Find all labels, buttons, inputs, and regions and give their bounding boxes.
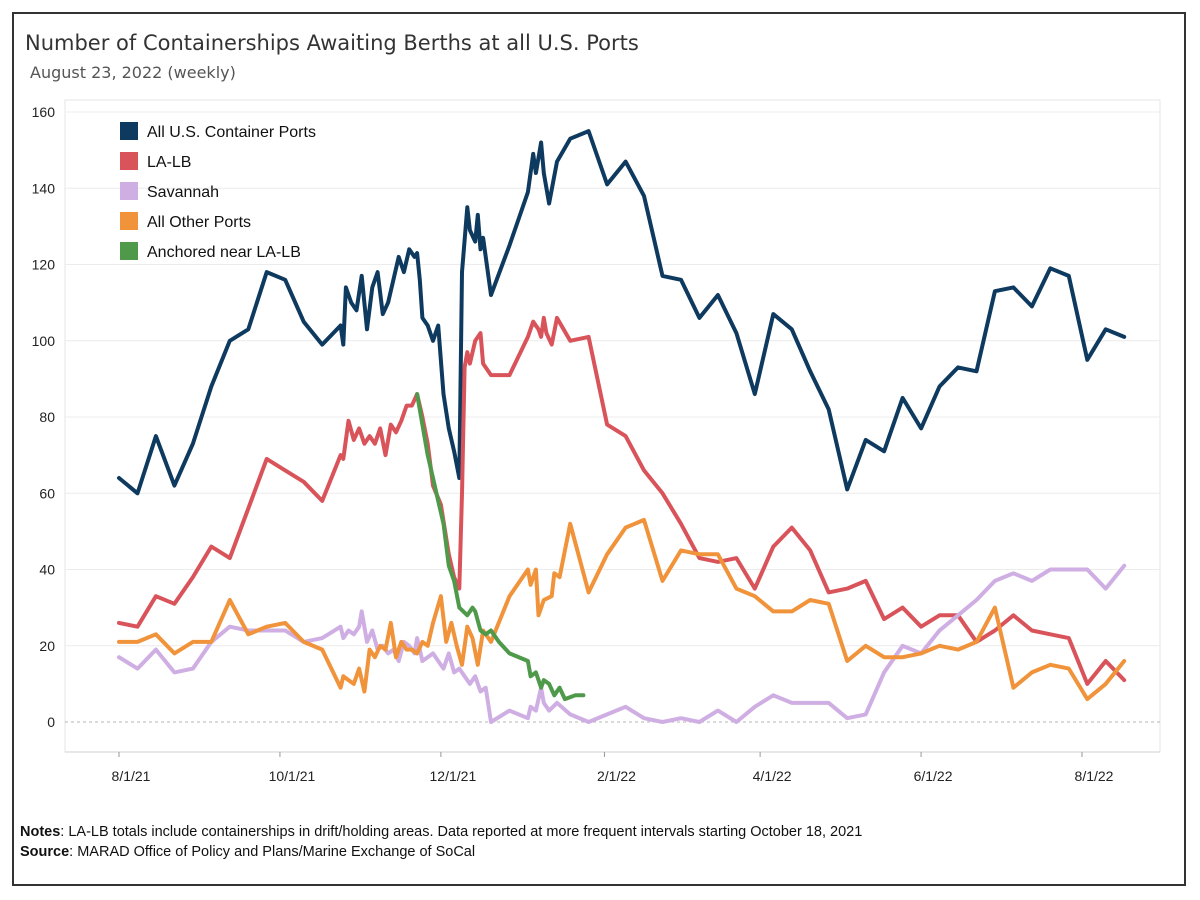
- legend-label: LA-LB: [147, 154, 191, 171]
- series-line-all-other-ports: [117, 517, 1127, 702]
- x-tick-label: 8/1/22: [1075, 768, 1114, 784]
- series-line-la-lb: [117, 315, 1127, 686]
- legend-label: All U.S. Container Ports: [147, 124, 316, 141]
- series-line-all-u-s-container-ports: [117, 129, 1127, 496]
- notes-line: Notes: LA-LB totals include containershi…: [20, 822, 862, 842]
- legend-label: Anchored near LA-LB: [147, 244, 301, 261]
- legend-swatch: [120, 242, 138, 260]
- legend-swatch: [120, 212, 138, 230]
- chart-title: Number of Containerships Awaiting Berths…: [25, 31, 639, 55]
- x-tick-label: 4/1/22: [753, 768, 792, 784]
- y-tick-label: 40: [39, 562, 55, 578]
- y-tick-label: 60: [39, 485, 55, 501]
- x-tick-label: 10/1/21: [269, 768, 316, 784]
- y-tick-label: 20: [39, 638, 55, 654]
- y-tick-label: 160: [32, 104, 56, 120]
- x-tick-label: 6/1/22: [914, 768, 953, 784]
- legend-label: Savannah: [147, 184, 219, 201]
- x-tick-label: 8/1/21: [112, 768, 151, 784]
- y-tick-label: 120: [32, 257, 56, 273]
- legend-swatch: [120, 152, 138, 170]
- notes-block: Notes: LA-LB totals include containershi…: [20, 822, 862, 862]
- series-line-anchored-near-la-lb: [415, 392, 586, 702]
- x-tick-label: 12/1/21: [430, 768, 477, 784]
- series-line-savannah: [117, 563, 1127, 724]
- x-tick-label: 2/1/22: [597, 768, 636, 784]
- legend-label: All Other Ports: [147, 214, 251, 231]
- source-label: Source: [20, 844, 70, 860]
- y-tick-label: 80: [39, 409, 55, 425]
- source-line: Source: MARAD Office of Policy and Plans…: [20, 842, 862, 862]
- legend-swatch: [120, 122, 138, 140]
- legend-swatch: [120, 182, 138, 200]
- y-tick-label: 0: [47, 714, 55, 730]
- y-tick-label: 100: [32, 333, 56, 349]
- source-text: : MARAD Office of Policy and Plans/Marin…: [69, 844, 476, 860]
- y-tick-label: 140: [32, 180, 56, 196]
- notes-label: Notes: [20, 824, 61, 840]
- chart-subtitle: August 23, 2022 (weekly): [30, 63, 236, 82]
- notes-text: : LA-LB totals include containerships in…: [60, 824, 863, 840]
